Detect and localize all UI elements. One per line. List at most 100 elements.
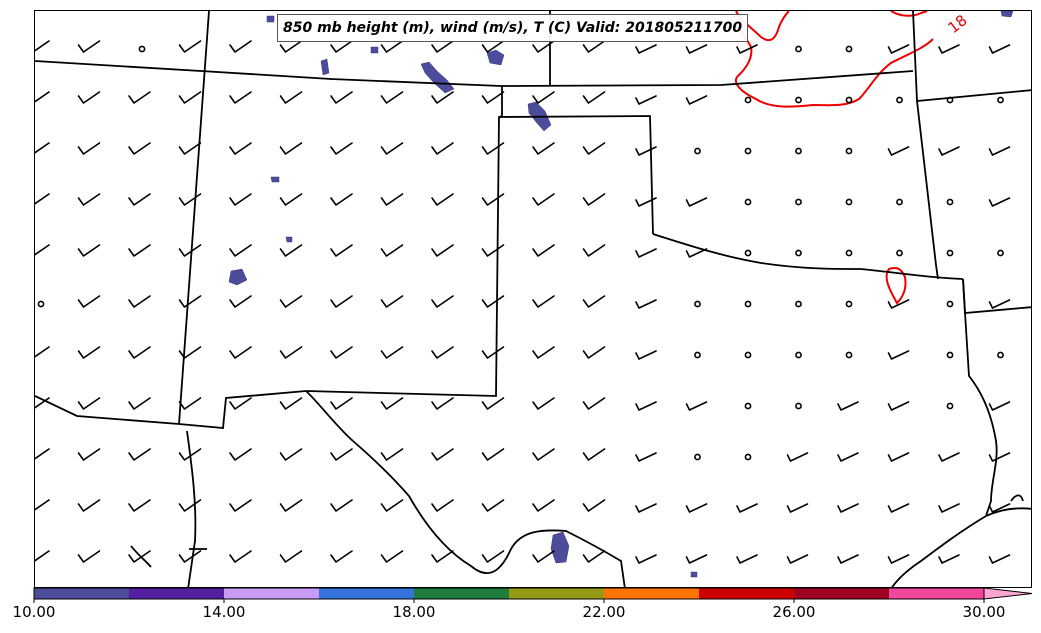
wind-barb-icon	[380, 448, 404, 461]
wind-barb-icon	[128, 91, 151, 104]
wind-barb-icon	[229, 295, 252, 308]
wind-barb-icon	[178, 244, 202, 257]
wind-barb-icon	[887, 299, 910, 309]
wind-barb-icon	[635, 95, 657, 105]
border-line	[916, 100, 939, 280]
wind-barb-icon	[35, 448, 50, 460]
wind-barb-icon	[887, 503, 910, 513]
calm-wind-circle-icon	[896, 249, 903, 257]
map-canvas	[35, 11, 1031, 587]
wind-barb-icon	[938, 452, 960, 462]
wind-barb-icon	[279, 91, 303, 104]
wind-barb-layer	[35, 40, 1011, 564]
colorbar-segment	[319, 588, 415, 599]
wind-barb-icon	[35, 142, 50, 154]
wind-barb-icon	[380, 142, 404, 155]
wind-barb-icon	[431, 193, 454, 206]
calm-wind-circle-icon	[694, 351, 701, 359]
calm-wind-circle-icon	[845, 45, 853, 53]
wind-barb-icon	[330, 193, 353, 206]
calm-wind-circle-icon	[744, 300, 752, 308]
wind-barb-icon	[128, 142, 151, 155]
shading-blob	[420, 61, 455, 94]
wind-barb-icon	[128, 499, 151, 512]
wind-barb-icon	[481, 244, 505, 257]
wind-barb-icon	[279, 397, 303, 410]
wind-barb-icon	[988, 44, 1011, 54]
wind-barb-icon	[330, 142, 353, 155]
wind-barb-icon	[532, 91, 555, 104]
wind-barb-icon	[229, 91, 252, 104]
border-line	[985, 507, 1031, 517]
wind-barb-icon	[635, 554, 657, 564]
wind-barb-icon	[988, 197, 1011, 207]
calm-wind-circle-icon	[744, 249, 752, 257]
calm-wind-circle-icon	[744, 402, 752, 410]
border-line	[498, 115, 654, 235]
wind-barb-icon	[938, 146, 960, 156]
wind-barb-icon	[887, 146, 910, 156]
colorbar-segment	[699, 588, 795, 599]
wind-barb-icon	[279, 346, 303, 359]
wind-barb-icon	[279, 40, 303, 53]
wind-barb-icon	[685, 197, 708, 207]
border-line	[1010, 494, 1024, 502]
wind-barb-icon	[35, 346, 50, 358]
colorbar-tick-label: 22.00	[582, 603, 626, 621]
wind-barb-icon	[229, 193, 252, 206]
calm-wind-circle-icon	[845, 96, 853, 104]
wind-barb-icon	[582, 193, 606, 206]
wind-barb-icon	[582, 295, 606, 308]
wind-barb-icon	[582, 550, 606, 563]
calm-wind-circle-icon	[795, 198, 802, 206]
calm-wind-circle-icon	[744, 198, 752, 206]
wind-barb-icon	[330, 397, 353, 410]
wind-barb-icon	[532, 295, 555, 308]
calm-wind-circle-icon	[138, 45, 146, 53]
wind-barb-icon	[178, 40, 202, 53]
colorbar-segment	[414, 588, 510, 599]
wind-barb-icon	[685, 95, 708, 105]
calm-wind-circle-icon	[946, 249, 954, 257]
wind-barb-icon	[35, 244, 50, 256]
wind-barb-icon	[582, 142, 606, 155]
shading-blob	[228, 268, 248, 286]
wind-barb-icon	[837, 554, 859, 564]
wind-barb-icon	[35, 40, 50, 52]
border-line	[130, 545, 152, 568]
wind-barb-icon	[279, 550, 303, 563]
border-line	[178, 390, 307, 429]
wind-barb-icon	[431, 295, 454, 308]
wind-barb-icon	[837, 401, 859, 411]
wind-barb-icon	[330, 91, 353, 104]
wind-barb-icon	[685, 503, 708, 513]
wind-barb-icon	[532, 346, 555, 359]
wind-barb-icon	[837, 452, 859, 462]
shading-blob	[270, 176, 280, 183]
wind-barb-icon	[330, 346, 353, 359]
border-line	[35, 395, 180, 425]
calm-wind-circle-icon	[946, 96, 954, 104]
wind-barb-icon	[938, 44, 960, 54]
map-title: 850 mb height (m), wind (m/s), T (C) Val…	[277, 14, 749, 42]
wind-barb-icon	[582, 40, 606, 53]
wind-barb-icon	[77, 244, 101, 257]
wind-barb-icon	[635, 503, 657, 513]
shading-blob	[285, 236, 293, 243]
calm-wind-circle-icon	[694, 453, 701, 461]
calm-wind-circle-icon	[845, 198, 853, 206]
calm-wind-circle-icon	[946, 300, 954, 308]
colorbar-tick-label: 26.00	[772, 603, 816, 621]
wind-barb-icon	[431, 346, 454, 359]
wind-barb-icon	[481, 295, 505, 308]
wind-barb-icon	[988, 452, 1011, 462]
calm-wind-circle-icon	[744, 147, 752, 155]
wind-barb-icon	[481, 40, 505, 53]
wind-barb-icon	[380, 346, 404, 359]
colorbar-tick-label: 18.00	[392, 603, 436, 621]
wind-barb-icon	[178, 142, 202, 155]
wind-barb-icon	[229, 397, 252, 410]
wind-barb-icon	[582, 244, 606, 257]
colorbar-segment	[34, 588, 130, 599]
wind-barb-icon	[887, 401, 910, 411]
